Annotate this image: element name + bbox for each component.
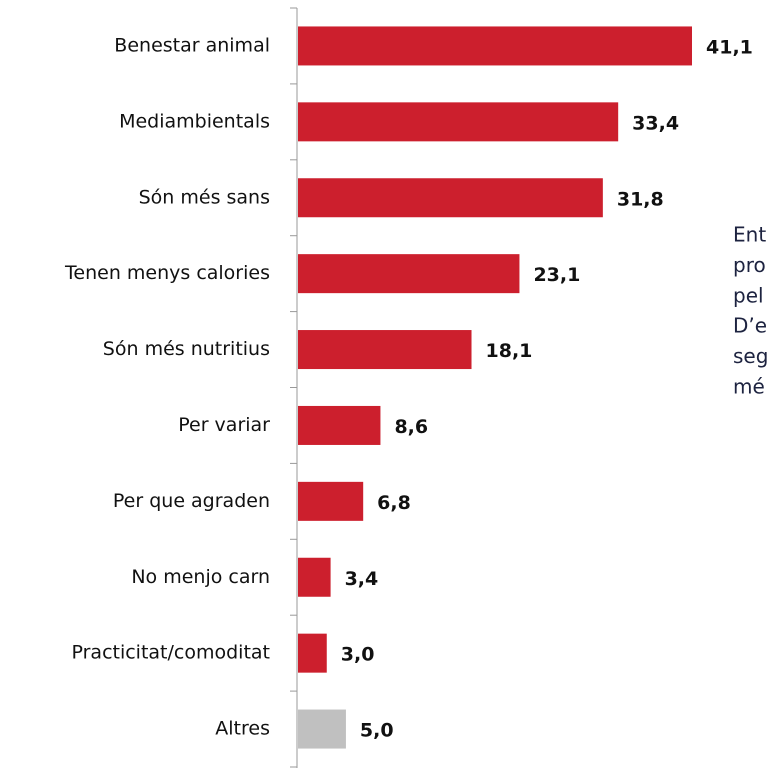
- category-label: Tenen menys calories: [64, 262, 270, 284]
- category-label: Per variar: [178, 414, 270, 436]
- bar: [298, 254, 520, 294]
- value-label: 8,6: [394, 416, 428, 438]
- value-label: 31,8: [617, 188, 664, 210]
- category-label: Altres: [215, 718, 270, 740]
- annotation-line: D’e: [733, 314, 767, 338]
- annotation-line: seg: [733, 344, 768, 368]
- annotation-line: pro: [733, 253, 766, 277]
- value-label: 3,0: [341, 644, 375, 666]
- value-label: 5,0: [360, 720, 394, 742]
- category-label: Són més nutritius: [103, 338, 270, 360]
- bar: [298, 557, 331, 597]
- value-label: 6,8: [377, 492, 411, 514]
- category-label: Són més sans: [139, 186, 270, 208]
- bar: [298, 26, 692, 66]
- category-label: Per que agraden: [113, 490, 270, 512]
- bar: [298, 481, 364, 521]
- bar: [298, 178, 603, 218]
- category-label: Mediambientals: [119, 110, 270, 132]
- annotation-line: pel: [733, 283, 764, 307]
- category-label: No menjo carn: [131, 566, 270, 588]
- annotation-line: mé: [733, 375, 765, 399]
- value-label: 3,4: [345, 568, 379, 590]
- bar: [298, 102, 619, 142]
- bar: [298, 405, 381, 445]
- value-label: 18,1: [486, 340, 533, 362]
- value-label: 33,4: [632, 112, 679, 134]
- value-label: 41,1: [706, 36, 753, 58]
- bar: [298, 633, 327, 673]
- category-label: Benestar animal: [114, 34, 270, 56]
- annotation-line: Ent: [733, 223, 766, 247]
- category-label: Practicitat/comoditat: [71, 642, 270, 664]
- bar: [298, 330, 472, 370]
- value-label: 23,1: [533, 264, 580, 286]
- bar: [298, 709, 346, 749]
